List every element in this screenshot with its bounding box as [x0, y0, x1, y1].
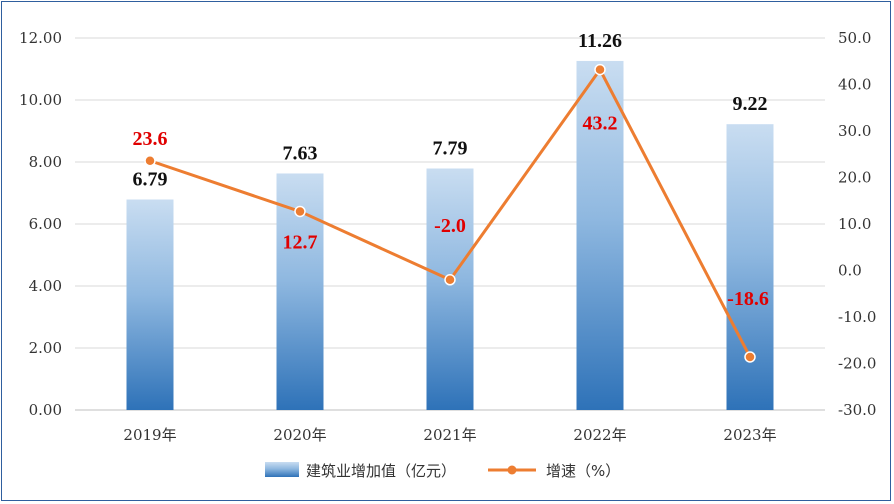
- line-value-label: -18.6: [727, 288, 769, 310]
- bar-value-label: 11.26: [578, 30, 622, 52]
- x-tick-label: 2020年: [273, 426, 326, 444]
- left-tick-label: 4.00: [29, 277, 62, 295]
- line-value-label: 23.6: [133, 128, 168, 150]
- legend-bar-label: 建筑业增加值（亿元）: [306, 462, 456, 480]
- right-tick-label: 50.0: [838, 29, 871, 47]
- bar: [726, 124, 774, 411]
- legend-line-marker: [507, 465, 517, 475]
- bar-value-label: 9.22: [733, 93, 768, 115]
- bar-value-label: 6.79: [133, 169, 168, 191]
- left-tick-label: 0.00: [29, 401, 62, 419]
- x-axis: 2019年 2020年 2021年 2022年 2023年: [75, 409, 825, 444]
- bar: [126, 199, 174, 410]
- right-y-axis: -30.0 -20.0 -10.0 0.0 10.0 20.0 30.0 40.0 50.0: [838, 29, 876, 419]
- right-tick-label: -20.0: [838, 355, 876, 373]
- x-tick-label: 2019年: [123, 426, 176, 444]
- line-series: [144, 63, 756, 363]
- line-point: [144, 155, 156, 167]
- line-point: [294, 205, 306, 218]
- bar: [426, 168, 474, 410]
- legend-line-label: 增速（%）: [546, 462, 620, 480]
- left-tick-label: 8.00: [29, 153, 62, 171]
- right-tick-label: 40.0: [838, 76, 871, 94]
- right-tick-label: 20.0: [838, 169, 871, 187]
- line-point: [444, 274, 456, 286]
- line-value-label: -2.0: [434, 215, 466, 237]
- bar: [576, 60, 624, 410]
- line-value-label: 43.2: [583, 113, 618, 135]
- legend-bar-swatch: [265, 462, 299, 477]
- x-tick-label: 2022年: [573, 426, 626, 444]
- data-labels: 6.79 7.63 7.79 11.26 9.22 23.6 12.7 -2.0 43.2 -18…: [133, 30, 769, 310]
- left-y-axis: 0.00 2.00 4.00 6.00 8.00 10.00 12.00: [19, 29, 62, 419]
- right-tick-label: -30.0: [838, 401, 876, 419]
- left-tick-label: 12.00: [19, 29, 62, 47]
- left-tick-label: 2.00: [29, 339, 62, 357]
- line-point: [594, 63, 606, 76]
- line-point: [744, 351, 756, 363]
- right-tick-label: 30.0: [838, 122, 871, 140]
- right-tick-label: 0.0: [838, 262, 862, 280]
- x-tick-label: 2023年: [723, 426, 776, 444]
- left-tick-label: 10.00: [19, 91, 62, 109]
- bar-value-label: 7.79: [433, 138, 468, 160]
- right-tick-label: -10.0: [838, 308, 876, 326]
- left-tick-label: 6.00: [29, 215, 62, 233]
- bar-value-label: 7.63: [283, 142, 318, 164]
- line-value-label: 12.7: [283, 231, 318, 253]
- x-tick-label: 2021年: [423, 426, 476, 444]
- legend: 建筑业增加值（亿元） 增速（%）: [265, 462, 620, 480]
- right-tick-label: 10.0: [838, 215, 871, 233]
